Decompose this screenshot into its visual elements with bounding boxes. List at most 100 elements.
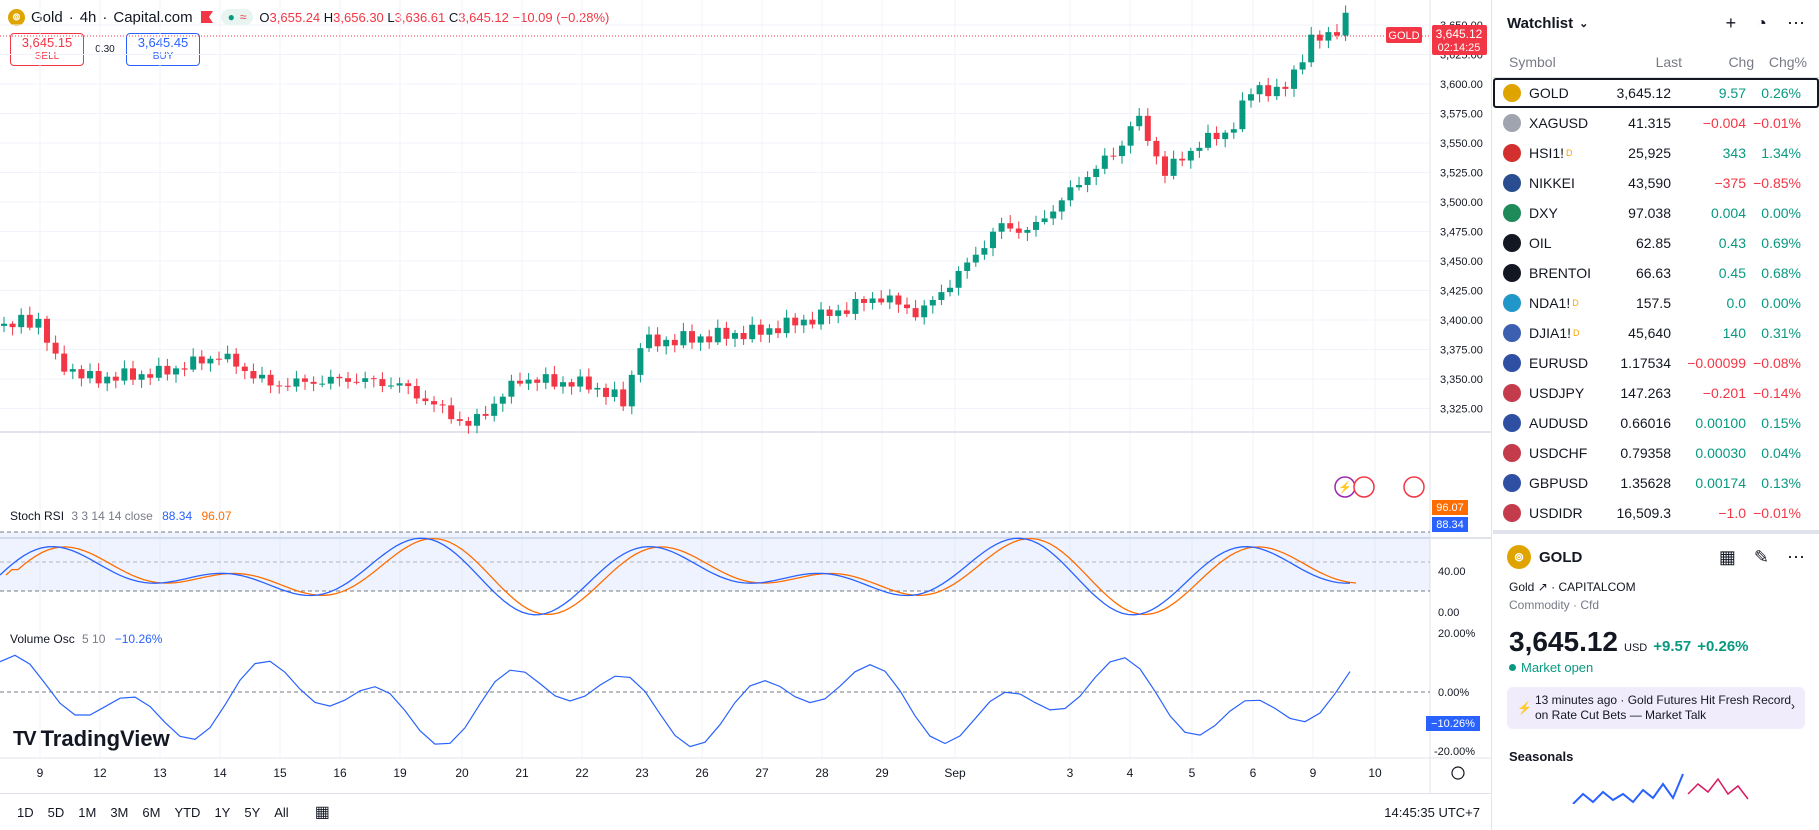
settings-gear-icon[interactable] xyxy=(1451,766,1465,780)
add-symbol-icon[interactable]: + xyxy=(1725,12,1737,33)
chevron-down-icon[interactable]: ⌄ xyxy=(1579,17,1589,30)
market-status-pill[interactable]: ● ≈ xyxy=(220,9,254,25)
price-chart[interactable]: 3,650.003,625.003,600.003,575.003,550.00… xyxy=(0,0,1492,793)
range-1d[interactable]: 1D xyxy=(17,804,34,820)
us-flag-event-icon[interactable] xyxy=(1403,476,1425,498)
candle-body xyxy=(1101,155,1108,169)
more-icon[interactable]: ⋯ xyxy=(1787,12,1805,33)
details-header: ⊚ GOLD ▦ ✎ ⋯ xyxy=(1493,534,1819,580)
candle-body xyxy=(886,295,893,303)
range-5y[interactable]: 5Y xyxy=(244,804,261,820)
watchlist-row[interactable]: DXY 97.038 0.004 0.00% xyxy=(1493,198,1819,228)
candle-body xyxy=(697,336,704,343)
us-flag-event-icon[interactable] xyxy=(1353,476,1375,498)
watchlist-row[interactable]: USDCHF 0.79358 0.00030 0.04% xyxy=(1493,438,1819,468)
candle-body xyxy=(52,342,59,354)
watchlist-row[interactable]: EURUSD 1.17534 −0.00099 −0.08% xyxy=(1493,348,1819,378)
candle-body xyxy=(474,414,480,426)
watchlist-row[interactable]: USDJPY 147.263 −0.201 −0.14% xyxy=(1493,378,1819,408)
range-all[interactable]: All xyxy=(274,804,289,820)
watchlist-row[interactable]: OIL 62.85 0.43 0.69% xyxy=(1493,228,1819,258)
range-ytd[interactable]: YTD xyxy=(174,804,201,820)
more-icon[interactable]: ⋯ xyxy=(1787,546,1805,567)
candle-body xyxy=(413,386,420,399)
date-range-icon[interactable]: ▦ xyxy=(314,804,330,821)
price-tick: 3,325.00 xyxy=(1440,404,1483,416)
candle-body xyxy=(18,314,25,328)
watchlist-row[interactable]: NDA1! D 157.5 0.0 0.00% xyxy=(1493,288,1819,318)
candle-body xyxy=(904,304,910,309)
watchlist-row[interactable]: USDIDR 16,509.3 −1.0 −0.01% xyxy=(1493,498,1819,528)
watchlist-row[interactable]: HSI1! D 25,925 343 1.34% xyxy=(1493,138,1819,168)
row-symbol: NDA1! D xyxy=(1503,294,1601,312)
external-link-icon[interactable]: ↗ xyxy=(1537,580,1548,594)
candle-body xyxy=(1050,211,1057,219)
row-chg: 0.00100 xyxy=(1695,415,1746,431)
candle-body xyxy=(1015,228,1022,233)
wave-icon: ≈ xyxy=(239,10,247,24)
clock[interactable]: 14:45:35 UTC+7 xyxy=(1384,804,1480,820)
row-chgp: −0.08% xyxy=(1753,355,1801,371)
edit-icon[interactable]: ✎ xyxy=(1753,546,1769,567)
flag-icon[interactable] xyxy=(199,10,215,24)
time-tick: 21 xyxy=(515,766,529,780)
symbol-interval[interactable]: 4h xyxy=(79,8,97,26)
col-symbol[interactable]: Symbol xyxy=(1509,53,1556,70)
event-icons[interactable]: ⚡ xyxy=(1334,476,1425,498)
advanced-view-icon[interactable]: ◔ xyxy=(1756,12,1767,33)
ohlc-change: −10.09 (−0.28%) xyxy=(512,9,610,25)
candle-body xyxy=(1127,126,1134,146)
watchlist-row[interactable]: GBPUSD 1.35628 0.00174 0.13% xyxy=(1493,468,1819,498)
news-item[interactable]: ⚡ 13 minutes ago · Gold Futures Hit Fres… xyxy=(1507,687,1805,729)
row-chg: 0.00174 xyxy=(1695,475,1746,491)
watchlist-row[interactable]: XAGUSD 41.315 −0.004 −0.01% xyxy=(1493,108,1819,138)
time-tick: 9 xyxy=(1310,766,1317,780)
candle-body xyxy=(757,324,764,335)
candle-body xyxy=(302,378,308,382)
candle-body xyxy=(1248,94,1254,101)
layout-grid-icon[interactable]: ▦ xyxy=(1718,546,1736,567)
watchlist-row[interactable]: NIKKEI 43,590 −375 −0.85% xyxy=(1493,168,1819,198)
row-chg: 0.0 xyxy=(1726,295,1746,311)
candle-body xyxy=(809,319,816,325)
range-6m[interactable]: 6M xyxy=(142,804,161,820)
candle-body xyxy=(594,387,601,390)
candle-body xyxy=(405,383,412,387)
chart-area[interactable]: ⊚ Gold · 4h · Capital.com ● ≈ O3,655.24 … xyxy=(0,0,1492,830)
candle-body xyxy=(637,348,644,375)
time-tick: 14 xyxy=(213,766,227,780)
time-axis[interactable]: 9 12 13 14 15 16 19 20 21 22 23 26 27 28 29 Sep 3 4 5 6 9 10 xyxy=(37,766,1382,780)
details-price-row: 3,645.12 USD +9.57 +0.26% xyxy=(1493,616,1819,658)
range-5d[interactable]: 5D xyxy=(47,804,65,820)
candle-body xyxy=(560,382,566,387)
candle-body xyxy=(603,387,609,397)
sell-button[interactable]: 3,645.15 SELL xyxy=(10,33,84,66)
volosc-tick-0: 0.00% xyxy=(1438,687,1469,699)
watchlist-row[interactable]: DJIA1! D 45,640 140 0.31% xyxy=(1493,318,1819,348)
col-chgp[interactable]: Chg% xyxy=(1768,53,1807,70)
range-3m[interactable]: 3M xyxy=(110,804,129,820)
watchlist-row[interactable]: BRENTOI 66.63 0.45 0.68% xyxy=(1493,258,1819,288)
tradingview-logo[interactable]: TV TradingView xyxy=(13,726,170,751)
candle-body xyxy=(250,371,257,379)
range-1y[interactable]: 1Y xyxy=(214,804,231,820)
symbol-logo-icon xyxy=(1503,174,1521,192)
range-1m[interactable]: 1M xyxy=(78,804,97,820)
candle-body xyxy=(319,383,326,385)
watchlist-title[interactable]: Watchlist xyxy=(1507,14,1574,32)
candle-body xyxy=(620,389,627,407)
buy-button[interactable]: 3,645.45 BUY xyxy=(126,33,200,66)
volosc-title[interactable]: Volume Osc 5 10 −10.26% xyxy=(10,632,163,646)
seasonals-title[interactable]: Seasonals xyxy=(1509,749,1574,764)
watchlist-row[interactable]: AUDUSD 0.66016 0.00100 0.15% xyxy=(1493,408,1819,438)
symbol-name[interactable]: Gold xyxy=(31,8,63,26)
watchlist-row[interactable]: GOLD 3,645.12 9.57 0.26% xyxy=(1493,78,1819,108)
col-chg[interactable]: Chg xyxy=(1728,53,1755,70)
col-last[interactable]: Last xyxy=(1655,53,1683,70)
stoch-title[interactable]: Stoch RSI 3 3 14 14 close 88.34 96.07 xyxy=(10,509,232,523)
time-tick: 9 xyxy=(37,766,44,780)
row-symbol: GBPUSD xyxy=(1503,474,1601,492)
price-tick: 3,375.00 xyxy=(1440,345,1483,357)
row-symbol: DJIA1! D xyxy=(1503,324,1601,342)
watchlist-header: Watchlist ⌄ + ◔ ⋯ xyxy=(1493,0,1819,46)
